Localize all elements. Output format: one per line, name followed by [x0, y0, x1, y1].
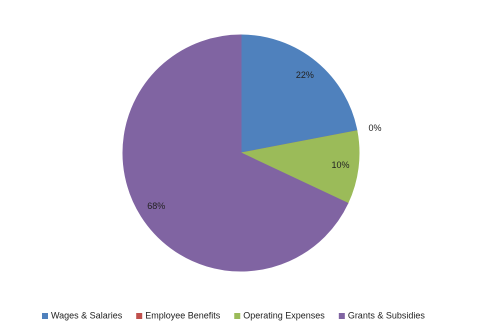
legend-label: Employee Benefits: [145, 310, 221, 320]
pie-slice: [240, 34, 358, 154]
legend-marker: [338, 313, 345, 319]
legend-marker: [42, 313, 48, 319]
legend-label: Operating Expenses: [243, 310, 325, 320]
pie-slice: [239, 130, 360, 204]
data-label: 10%: [332, 160, 350, 170]
data-label: 68%: [147, 201, 165, 211]
legend-label: Grants & Subsidies: [348, 310, 426, 320]
legend-marker: [234, 313, 241, 319]
pie-slice: [122, 34, 349, 272]
legend-label: Wages & Salaries: [51, 310, 123, 320]
legend-marker: [136, 313, 143, 319]
data-label: 0%: [369, 123, 382, 133]
data-label: 22%: [296, 70, 314, 80]
